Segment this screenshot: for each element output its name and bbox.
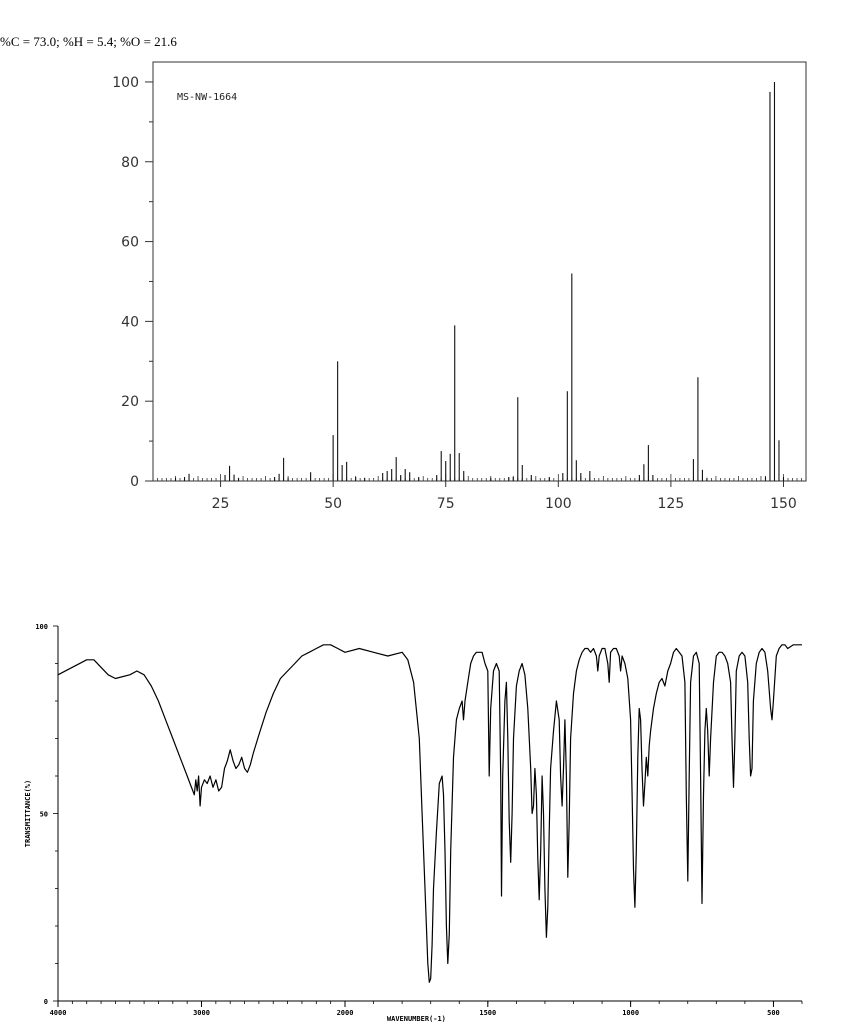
ms-x-tick-label: 25 [212,496,230,512]
ir-x-tick-label: 500 [767,1009,780,1017]
ms-y-tick-label: 40 [121,314,139,330]
ir-spectrum-line [57,644,802,983]
ir-x-tick-label: 1000 [622,1009,639,1017]
mass-spectrum-plot: 25 50 75 100 125 150 0 20 40 60 80 100 MS-NW-1664 [112,61,807,512]
ir-spectrum-plot: 4000 3000 2000 1500 1000 500 0 50 100 WAVENUMBER(… [24,623,803,1023]
ms-x-tick-label: 125 [658,496,685,512]
ms-spectrum-label: MS-NW-1664 [177,92,237,103]
ms-y-tick-label: 60 [121,235,139,251]
ir-x-tick-label: 3000 [193,1009,210,1017]
ir-x-tick-label: 2000 [337,1009,354,1017]
ir-x-tick-label: 4000 [50,1009,67,1017]
ms-x-tick-label: 150 [770,496,797,512]
ms-y-tick-label: 100 [112,75,139,91]
ms-x-tick-label: 75 [437,496,455,512]
ir-x-tick-label: 1500 [479,1009,496,1017]
ir-y-tick-label: 0 [44,998,48,1006]
ms-plot-frame [152,61,807,482]
ir-y-tick-label: 100 [35,623,48,631]
elemental-composition: %C = 73.0; %H = 5.4; %O = 21.6 [0,34,177,49]
ms-x-tick-label: 50 [324,496,342,512]
ms-y-tick-label: 80 [121,155,139,171]
ms-y-tick-label: 20 [121,394,139,410]
ir-x-axis-title: WAVENUMBER(-1) [387,1015,446,1023]
ir-y-axis-title: TRANSMITTANCE(%) [24,780,32,847]
ir-y-tick-label: 50 [40,811,48,819]
ms-y-tick-label: 0 [130,474,139,490]
ms-x-tick-label: 100 [545,496,572,512]
